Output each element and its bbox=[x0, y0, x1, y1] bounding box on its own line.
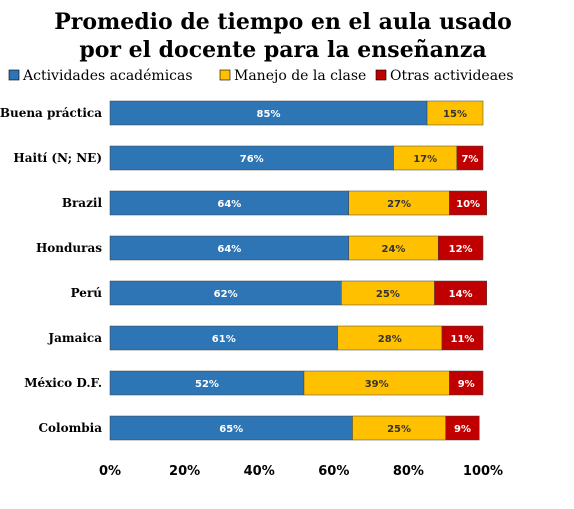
bar-data-label: 28% bbox=[378, 334, 402, 345]
category-axis-labels: Buena práctica Haití (N; NE) Brazil Hondura… bbox=[0, 106, 102, 435]
bar-segment bbox=[341, 280, 435, 306]
x-tick-label: 20% bbox=[169, 464, 200, 479]
bar-data-label: 12% bbox=[449, 244, 473, 255]
legend-label-2: Manejo de la clase bbox=[234, 68, 366, 84]
bar-data-label: 15% bbox=[443, 109, 467, 120]
bar-segment bbox=[109, 280, 342, 306]
legend-swatch-3 bbox=[375, 69, 387, 81]
bar-data-label: 9% bbox=[458, 379, 475, 390]
bar-segment bbox=[449, 190, 487, 216]
category-label: Haití (N; NE) bbox=[13, 151, 102, 165]
bar-segment bbox=[426, 100, 484, 126]
bar-segment bbox=[109, 235, 349, 261]
category-label: Perú bbox=[71, 286, 103, 300]
legend-label-3: Otras activideaes bbox=[390, 68, 514, 84]
bar-data-label: 25% bbox=[387, 424, 411, 435]
bar-data-label: 85% bbox=[257, 109, 281, 120]
bar-segment bbox=[109, 190, 349, 216]
bar-data-label: 14% bbox=[449, 289, 473, 300]
bar-data-label: 27% bbox=[387, 199, 411, 210]
bar-segments bbox=[109, 100, 487, 441]
category-label: Brazil bbox=[62, 196, 103, 210]
bar-segment bbox=[441, 325, 484, 351]
bar-data-label: 7% bbox=[461, 154, 478, 165]
category-label: Buena práctica bbox=[0, 106, 102, 120]
bar-segment bbox=[109, 100, 428, 126]
bar-segment bbox=[352, 415, 446, 441]
bar-data-label: 17% bbox=[413, 154, 437, 165]
bar-data-label: 10% bbox=[456, 199, 480, 210]
bar-data-label: 65% bbox=[219, 424, 243, 435]
bar-segment bbox=[109, 325, 338, 351]
category-label: Colombia bbox=[38, 421, 102, 435]
bar-segment bbox=[337, 325, 443, 351]
legend-swatch-2 bbox=[219, 69, 231, 81]
bar-data-label: 11% bbox=[451, 334, 475, 345]
bar-data-label: 9% bbox=[454, 424, 471, 435]
bar-data-label: 76% bbox=[240, 154, 264, 165]
bar-segment bbox=[456, 145, 484, 171]
chart-title-line-2: por el docente para la enseñanza bbox=[79, 37, 486, 63]
x-tick-label: 60% bbox=[318, 464, 349, 479]
bar-segment bbox=[437, 235, 484, 261]
category-label: México D.F. bbox=[24, 376, 102, 390]
category-label: Jamaica bbox=[47, 331, 102, 345]
x-axis-tick-labels: 0% 20% 40% 60% 80% 100% bbox=[99, 464, 503, 479]
bar-segment bbox=[109, 370, 305, 396]
category-label: Honduras bbox=[36, 241, 102, 255]
bar-segment bbox=[109, 145, 394, 171]
bar-segment bbox=[348, 235, 439, 261]
bar-segment bbox=[434, 280, 487, 306]
bar-data-label: 64% bbox=[217, 244, 241, 255]
chart-title-line-1: Promedio de tiempo en el aula usado bbox=[54, 9, 512, 35]
bar-data-label: 61% bbox=[212, 334, 236, 345]
legend-label-1: Actividades académicas bbox=[22, 68, 193, 84]
bar-segment bbox=[445, 415, 480, 441]
legend-swatch-1 bbox=[8, 69, 20, 81]
x-tick-label: 0% bbox=[99, 464, 121, 479]
bar-data-label: 39% bbox=[365, 379, 389, 390]
bar-segment bbox=[109, 415, 353, 441]
chart-legend: Actividades académicas Manejo de la clase… bbox=[8, 68, 514, 84]
x-tick-label: 100% bbox=[463, 464, 503, 479]
bar-data-label: 24% bbox=[382, 244, 406, 255]
bar-data-label: 64% bbox=[217, 199, 241, 210]
x-tick-label: 80% bbox=[393, 464, 424, 479]
x-tick-label: 40% bbox=[244, 464, 275, 479]
bar-segment bbox=[449, 370, 484, 396]
bar-data-labels: 85% 15% 76% 17% 7% 64% 27% 10% 64% 24% 12% 62% 25% 14… bbox=[195, 109, 480, 435]
bar-segment bbox=[348, 190, 450, 216]
bar-segment bbox=[303, 370, 450, 396]
bar-data-label: 52% bbox=[195, 379, 219, 390]
bar-segment bbox=[393, 145, 458, 171]
bar-data-label: 62% bbox=[214, 289, 238, 300]
bar-data-label: 25% bbox=[376, 289, 400, 300]
